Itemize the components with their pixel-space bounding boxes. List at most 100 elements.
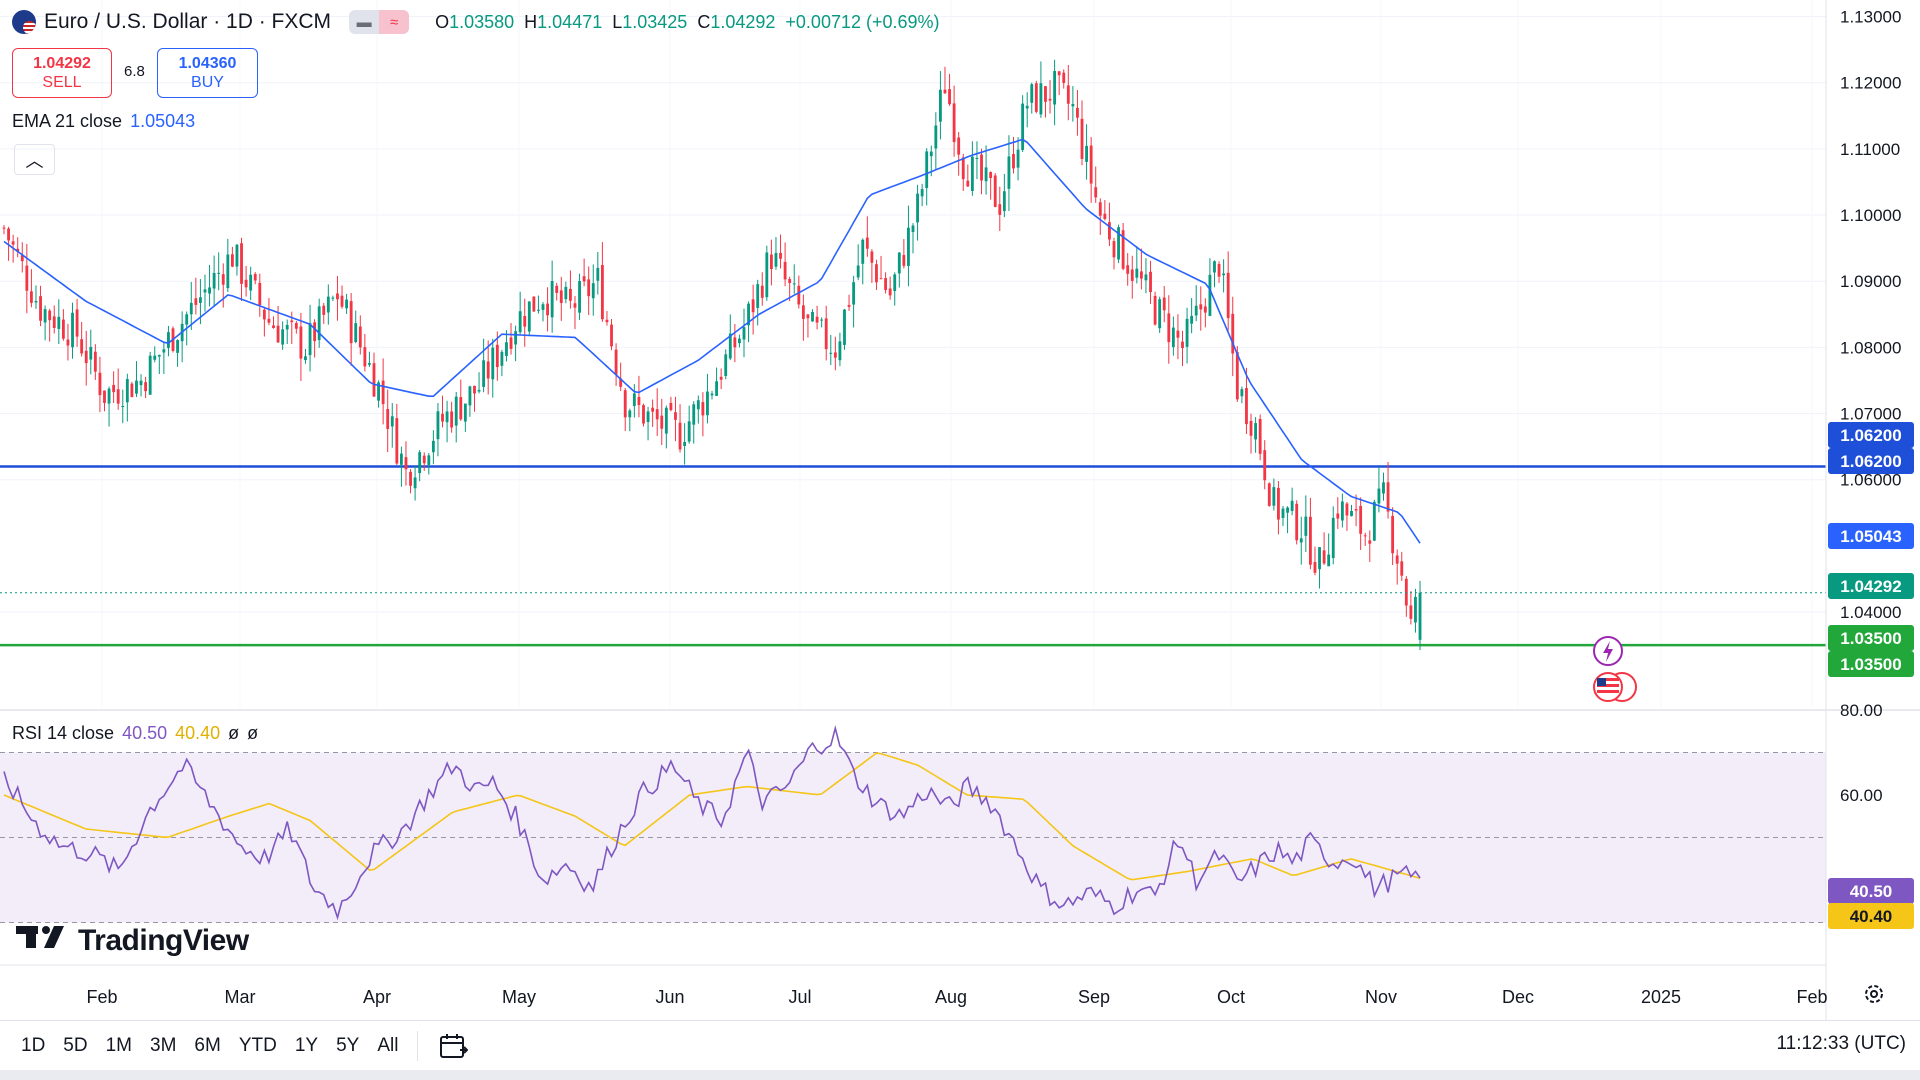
lightning-event-icon[interactable] bbox=[1593, 636, 1623, 666]
sell-button[interactable]: 1.04292 SELL bbox=[12, 48, 112, 98]
candle-body bbox=[1108, 222, 1111, 240]
candle-body bbox=[84, 350, 88, 364]
range-5d[interactable]: 5D bbox=[63, 1034, 88, 1056]
buy-button[interactable]: 1.04360 BUY bbox=[157, 48, 258, 98]
candle-body bbox=[98, 372, 102, 396]
range-6m[interactable]: 6M bbox=[194, 1034, 221, 1056]
symbol-legend[interactable]: Euro / U.S. Dollar · 1D · FXCM ▬ ≈ O1.03… bbox=[12, 10, 940, 34]
candle bbox=[473, 385, 476, 412]
range-5y[interactable]: 5Y bbox=[336, 1034, 360, 1056]
candle bbox=[349, 293, 353, 366]
horizontal-lines[interactable] bbox=[0, 465, 1826, 647]
candles bbox=[2, 59, 1422, 651]
candle-body bbox=[1304, 516, 1308, 536]
rsi-ma-line bbox=[3, 752, 1421, 881]
tradingview-logo[interactable]: TradingView bbox=[16, 924, 249, 958]
bottom-toolbar: 1D 5D 1M 3M 6M YTD 1Y 5Y All 11:12:33 (UTC) bbox=[0, 1020, 1920, 1070]
collapse-legend-button[interactable]: ︿ bbox=[14, 144, 55, 175]
candle-body bbox=[203, 289, 207, 293]
candle bbox=[1240, 386, 1244, 404]
rsi-value: 40.50 bbox=[122, 723, 168, 743]
candle-body bbox=[176, 339, 179, 353]
candle bbox=[829, 335, 833, 366]
candle-body bbox=[185, 314, 189, 325]
time-tick-label: Feb bbox=[1796, 987, 1827, 1007]
candle bbox=[267, 297, 271, 326]
candle-body bbox=[358, 326, 362, 348]
rsi-band bbox=[0, 752, 1826, 923]
candle bbox=[692, 401, 696, 444]
candle-body bbox=[409, 471, 412, 486]
minus-icon[interactable]: ▬ bbox=[349, 10, 380, 34]
candle-body bbox=[1404, 578, 1408, 606]
candle-body bbox=[610, 324, 613, 347]
candle-body bbox=[651, 407, 655, 412]
candle bbox=[998, 186, 1002, 231]
candle-body bbox=[582, 276, 586, 282]
calendar-goto-icon[interactable] bbox=[438, 1032, 469, 1060]
candle-body bbox=[546, 303, 549, 316]
candle-body bbox=[500, 351, 504, 366]
rsi-tick-label: 80.00 bbox=[1840, 701, 1883, 720]
candle bbox=[865, 216, 869, 257]
price-tag-text: 1.05043 bbox=[1840, 527, 1901, 546]
chart-canvas[interactable]: 1.13000 1.12000 1.11000 1.10000 1.09000 1.080… bbox=[0, 0, 1920, 1020]
candle-body bbox=[80, 339, 84, 354]
candle bbox=[221, 263, 225, 308]
range-selector[interactable]: 1D 5D 1M 3M 6M YTD 1Y 5Y All bbox=[12, 1035, 407, 1057]
price-tag-text: 1.03500 bbox=[1840, 629, 1901, 648]
candle bbox=[66, 323, 70, 361]
candle-body bbox=[984, 167, 988, 182]
candle bbox=[1354, 494, 1358, 527]
range-1d[interactable]: 1D bbox=[21, 1034, 46, 1056]
candle bbox=[742, 308, 746, 358]
range-3m[interactable]: 3M bbox=[150, 1034, 177, 1056]
candle-body bbox=[518, 311, 522, 333]
candle-body bbox=[559, 290, 563, 304]
range-all[interactable]: All bbox=[377, 1034, 399, 1056]
wave-icon[interactable]: ≈ bbox=[379, 10, 410, 34]
candle bbox=[1377, 467, 1381, 513]
ema-legend[interactable]: EMA 21 close 1.05043 bbox=[12, 111, 195, 132]
symbol-title[interactable]: Euro / U.S. Dollar · 1D · FXCM bbox=[44, 10, 332, 33]
price-axis[interactable]: 1.13000 1.12000 1.11000 1.10000 1.09000 1.080… bbox=[1840, 8, 1901, 623]
time-axis[interactable]: Feb Mar Apr May Jun Jul Aug Sep Oct Nov Dec 2025 Feb bbox=[86, 987, 1827, 1007]
candle-body bbox=[760, 285, 764, 298]
range-ytd[interactable]: YTD bbox=[238, 1034, 277, 1056]
legend-actions[interactable]: ▬ ≈ bbox=[349, 10, 410, 34]
rsi-axis[interactable]: 80.00 60.00 bbox=[1840, 701, 1883, 805]
candle bbox=[345, 293, 349, 314]
candle bbox=[1034, 80, 1038, 114]
range-1m[interactable]: 1M bbox=[105, 1034, 132, 1056]
candle bbox=[1176, 314, 1180, 360]
candle bbox=[1299, 516, 1303, 565]
candle-body bbox=[454, 396, 458, 426]
settings-gear-icon[interactable] bbox=[1862, 982, 1886, 1006]
candle bbox=[582, 258, 586, 287]
time-tick-label: Oct bbox=[1217, 987, 1245, 1007]
footer-strip bbox=[0, 1070, 1920, 1080]
candle-body bbox=[623, 390, 627, 418]
candle bbox=[1048, 80, 1052, 114]
candle bbox=[304, 348, 307, 364]
candle-body bbox=[1340, 501, 1344, 521]
candle bbox=[395, 403, 399, 465]
us-flag-event-icon[interactable] bbox=[1593, 672, 1637, 702]
candle-body bbox=[696, 400, 700, 410]
candle bbox=[48, 308, 52, 342]
candle bbox=[495, 331, 499, 381]
candle bbox=[477, 372, 481, 394]
price-tag-bg bbox=[1828, 651, 1914, 677]
candle bbox=[39, 285, 42, 327]
candle bbox=[993, 173, 997, 208]
candle-body bbox=[16, 248, 20, 252]
clock-utc[interactable]: 11:12:33 (UTC) bbox=[1776, 1033, 1906, 1054]
range-1y[interactable]: 1Y bbox=[294, 1034, 319, 1056]
candle-body bbox=[390, 416, 394, 427]
price-tag-text: 1.06200 bbox=[1840, 452, 1901, 471]
low-value: 1.03425 bbox=[622, 11, 688, 32]
candle bbox=[2, 225, 6, 235]
rsi-legend[interactable]: RSI 14 close 40.50 40.40 ø ø bbox=[12, 723, 258, 744]
candle bbox=[194, 277, 198, 315]
candle bbox=[527, 301, 531, 336]
